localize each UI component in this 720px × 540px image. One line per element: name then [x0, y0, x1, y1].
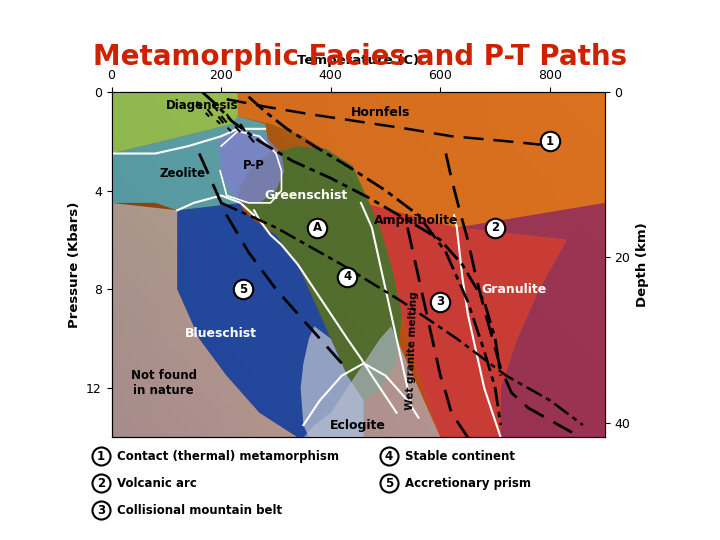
Polygon shape — [301, 326, 364, 437]
Y-axis label: Depth (km): Depth (km) — [636, 222, 649, 307]
Y-axis label: Pressure (Kbars): Pressure (Kbars) — [68, 201, 81, 328]
Text: Stable continent: Stable continent — [405, 450, 515, 463]
Text: Contact (thermal) metamorphism: Contact (thermal) metamorphism — [117, 450, 338, 463]
Text: Zeolite: Zeolite — [160, 167, 206, 180]
Text: 3: 3 — [436, 295, 444, 308]
Polygon shape — [210, 92, 605, 437]
Text: Granulite: Granulite — [482, 283, 547, 296]
Text: Diagenesis: Diagenesis — [166, 99, 238, 112]
Text: 4: 4 — [384, 450, 393, 463]
Text: Metamorphic Facies and P-T Paths: Metamorphic Facies and P-T Paths — [93, 43, 627, 71]
X-axis label: Temperature (C): Temperature (C) — [297, 53, 419, 66]
Text: Eclogite: Eclogite — [330, 418, 386, 431]
Text: 5: 5 — [384, 477, 393, 490]
Text: Volcanic arc: Volcanic arc — [117, 477, 197, 490]
Text: Collisional mountain belt: Collisional mountain belt — [117, 504, 282, 517]
Polygon shape — [218, 129, 284, 203]
Polygon shape — [303, 326, 441, 437]
Text: 2: 2 — [491, 221, 499, 234]
Text: Accretionary prism: Accretionary prism — [405, 477, 531, 490]
Text: 1: 1 — [96, 450, 105, 463]
Polygon shape — [112, 117, 271, 210]
Text: Not found
in nature: Not found in nature — [130, 369, 197, 397]
Polygon shape — [177, 203, 364, 437]
Polygon shape — [112, 92, 238, 153]
Polygon shape — [457, 203, 605, 437]
Polygon shape — [364, 203, 567, 437]
Text: Greenschist: Greenschist — [264, 189, 348, 202]
Polygon shape — [238, 146, 402, 400]
Text: 4: 4 — [343, 271, 351, 284]
Text: Wet granite melting: Wet granite melting — [405, 292, 419, 410]
Text: 1: 1 — [546, 134, 554, 147]
Text: 5: 5 — [239, 283, 247, 296]
Text: Blueschist: Blueschist — [185, 327, 257, 340]
Text: 3: 3 — [96, 504, 105, 517]
Text: 2: 2 — [96, 477, 105, 490]
Text: Amphibolite: Amphibolite — [374, 214, 458, 227]
Text: Hornfels: Hornfels — [351, 106, 410, 119]
Text: P-P: P-P — [243, 159, 265, 172]
Text: A: A — [312, 221, 322, 234]
Polygon shape — [112, 203, 298, 437]
